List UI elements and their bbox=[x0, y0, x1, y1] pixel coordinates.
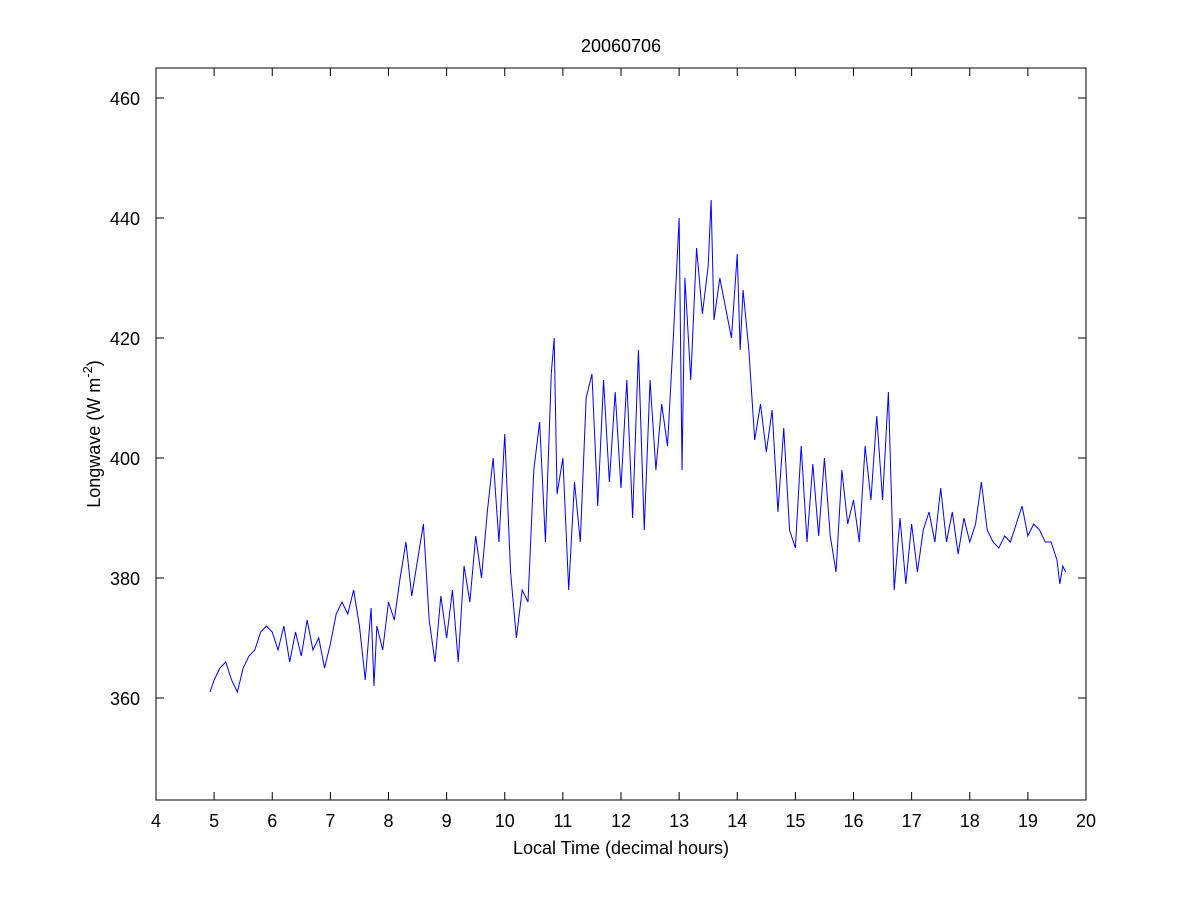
x-tick-label: 15 bbox=[785, 811, 805, 831]
x-tick-label: 10 bbox=[495, 811, 515, 831]
y-label-close: ) bbox=[84, 360, 104, 366]
y-tick-label: 400 bbox=[110, 449, 140, 469]
y-tick-label: 460 bbox=[110, 89, 140, 109]
x-tick-label: 8 bbox=[383, 811, 393, 831]
x-tick-label: 16 bbox=[843, 811, 863, 831]
x-tick-label: 4 bbox=[151, 811, 161, 831]
x-axis-label: Local Time (decimal hours) bbox=[513, 838, 729, 858]
x-tick-label: 11 bbox=[554, 811, 573, 831]
x-tick-label: 7 bbox=[325, 811, 335, 831]
y-label-text: Longwave (W m bbox=[84, 378, 104, 508]
x-tick-label: 12 bbox=[611, 811, 631, 831]
x-tick-label: 9 bbox=[442, 811, 452, 831]
y-tick-label: 420 bbox=[110, 329, 140, 349]
x-tick-label: 13 bbox=[669, 811, 689, 831]
x-tick-label: 6 bbox=[267, 811, 277, 831]
y-tick-label: 360 bbox=[110, 689, 140, 709]
x-tick-label: 19 bbox=[1018, 811, 1038, 831]
y-axis-label: Longwave (W m-2) bbox=[80, 360, 104, 508]
x-tick-label: 5 bbox=[209, 811, 219, 831]
x-tick-label: 17 bbox=[902, 811, 922, 831]
y-tick-label: 380 bbox=[110, 569, 140, 589]
plot-frame bbox=[155, 67, 1087, 801]
x-tick-label: 20 bbox=[1076, 811, 1096, 831]
y-label-sup: -2 bbox=[80, 366, 95, 378]
y-tick-label: 440 bbox=[110, 209, 140, 229]
data-line bbox=[209, 199, 1067, 694]
chart-title: 20060706 bbox=[581, 36, 661, 56]
x-tick-label: 14 bbox=[727, 811, 747, 831]
x-tick-label: 18 bbox=[960, 811, 980, 831]
